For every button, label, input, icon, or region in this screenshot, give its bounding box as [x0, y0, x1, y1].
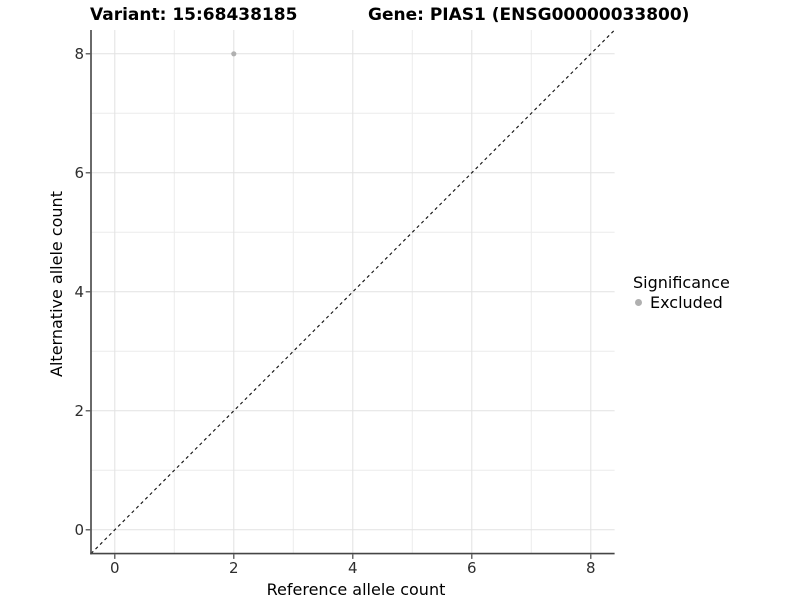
gridlines-major [91, 30, 615, 554]
y-tick-label-2: 2 [74, 402, 84, 420]
legend-items: Excluded [631, 292, 730, 312]
legend-key-dot [635, 298, 642, 306]
x-tick-label-2: 2 [229, 559, 239, 577]
axis-lines [90, 30, 615, 555]
x-tick-label-8: 8 [586, 559, 596, 577]
x-axis-title: Reference allele count [267, 580, 446, 599]
plot-title-gene: Gene: PIAS1 (ENSG00000033800) [368, 5, 690, 25]
data-points [231, 51, 237, 57]
y-tick-label-8: 8 [74, 45, 84, 63]
x-tick-label-0: 0 [110, 559, 120, 577]
legend: Significance Excluded [631, 273, 730, 312]
y-axis-title: Alternative allele count [47, 191, 66, 377]
x-tick-label-4: 4 [348, 559, 358, 577]
tick-labels: 0 2 4 6 8 0 2 4 6 8 [74, 45, 595, 577]
legend-title: Significance [633, 273, 730, 292]
identity-line-group [90, 29, 616, 555]
x-tick-label-6: 6 [467, 559, 477, 577]
y-tick-label-4: 4 [74, 283, 84, 301]
y-tick-label-6: 6 [74, 164, 84, 182]
legend-item-label: Excluded [650, 292, 723, 312]
axis-ticks [85, 53, 592, 559]
y-tick-label-0: 0 [74, 521, 84, 539]
legend-item-excluded: Excluded [631, 292, 730, 312]
identity-line [90, 29, 616, 555]
data-point-excluded-0 [231, 51, 237, 57]
plot-title-variant: Variant: 15:68438185 [90, 5, 298, 25]
